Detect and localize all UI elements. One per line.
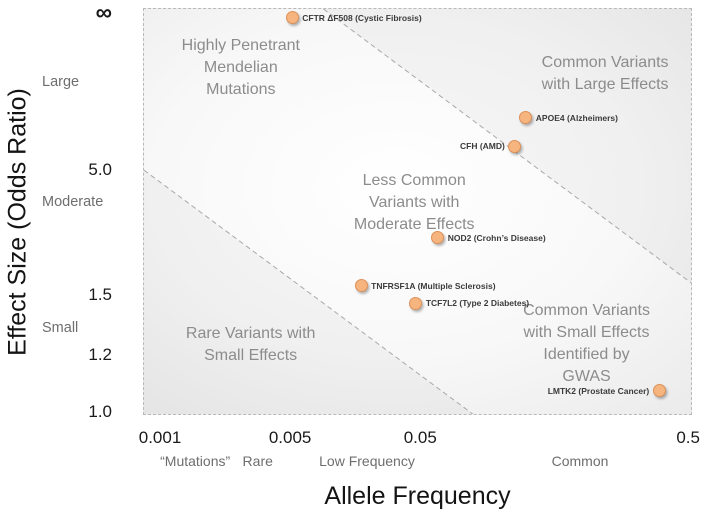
point-marker-icon <box>431 231 445 245</box>
point-label: CFH (AMD) <box>460 141 505 152</box>
y-category-label: Large <box>42 74 80 91</box>
region-label-line: Common Variants <box>541 53 669 71</box>
point-label: APOE4 (Alzheimers) <box>535 112 618 123</box>
x-category-label: Common <box>551 453 609 469</box>
point-marker-icon <box>508 139 522 153</box>
region-label-line: Common Variants <box>523 302 650 320</box>
y-tick-label: 5.0 <box>88 159 112 179</box>
point-marker-icon <box>409 296 423 310</box>
point-marker-icon <box>652 384 666 398</box>
point-marker-icon <box>285 11 299 25</box>
x-category-label: “Mutations” <box>160 453 231 469</box>
point-label: TCF7L2 (Type 2 Diabetes) <box>425 298 530 309</box>
region-label-line: Rare Variants with <box>185 325 316 343</box>
boundary-dashed-line <box>323 9 691 284</box>
region-label-common-variants-with-large-effects: Common Variants with Large Effects <box>542 52 669 96</box>
y-axis-title: Effect Size (Odds Ratio) <box>3 88 32 356</box>
region-label-line: with Large Effects <box>541 75 669 93</box>
x-axis-title: Allele Frequency <box>324 482 511 510</box>
y-category-label: Moderate <box>42 194 104 211</box>
region-label-line: with Small Effects <box>523 324 650 342</box>
x-tick-label: 0.001 <box>138 428 182 447</box>
y-tick-label: 1.0 <box>88 402 112 422</box>
region-label-line: Highly Penetrant <box>181 36 300 54</box>
x-category-label: Low Frequency <box>319 453 415 469</box>
boundary-dashed-line <box>144 169 474 414</box>
point-label: CFTR ΔF508 (Cystic Fibrosis) <box>302 12 422 23</box>
region-label-line: Moderate Effects <box>353 215 475 233</box>
y-tick-label: 1.2 <box>88 345 112 365</box>
point-label: TNFRSF1A (Multiple Sclerosis) <box>371 280 496 291</box>
y-tick-label: ∞ <box>95 0 112 26</box>
point-marker-icon <box>354 279 368 293</box>
x-category-label: Rare <box>242 453 273 469</box>
x-tick-label: 0.5 <box>676 428 700 447</box>
region-label-rare-variants-with-small-effects: Rare Variants with Small Effects <box>186 323 316 367</box>
region-label-line: Mutations <box>206 80 276 98</box>
region-label-line: GWAS <box>562 368 611 386</box>
plot-area: Highly Penetrant Mendelian Mutations Common… <box>143 8 692 415</box>
point-marker-icon <box>519 111 533 125</box>
region-label-line: Less Common <box>362 171 466 189</box>
region-label-common-variants-with-small-effects-identified-by-gwas: Common Variants with Small Effects Identif… <box>523 300 650 388</box>
x-tick-label: 0.05 <box>403 428 437 447</box>
y-tick-label: 1.5 <box>88 284 112 304</box>
boundary-lines-layer <box>144 9 691 414</box>
point-label: NOD2 (Crohn’s Disease) <box>447 232 546 243</box>
region-label-line: Small Effects <box>204 347 298 365</box>
region-label-line: Mendelian <box>203 58 278 76</box>
region-label-highly-penetrant-mendelian-mutations: Highly Penetrant Mendelian Mutations <box>182 35 300 101</box>
y-category-label: Small <box>42 319 79 336</box>
region-label-line: Variants with <box>369 193 460 211</box>
point-label: LMTK2 (Prostate Cancer) <box>547 385 650 396</box>
region-label-line: Identified by <box>543 346 630 364</box>
region-label-less-common-variants-with-moderate-effects: Less Common Variants with Moderate Effects <box>354 170 475 236</box>
x-tick-label: 0.005 <box>268 428 312 447</box>
